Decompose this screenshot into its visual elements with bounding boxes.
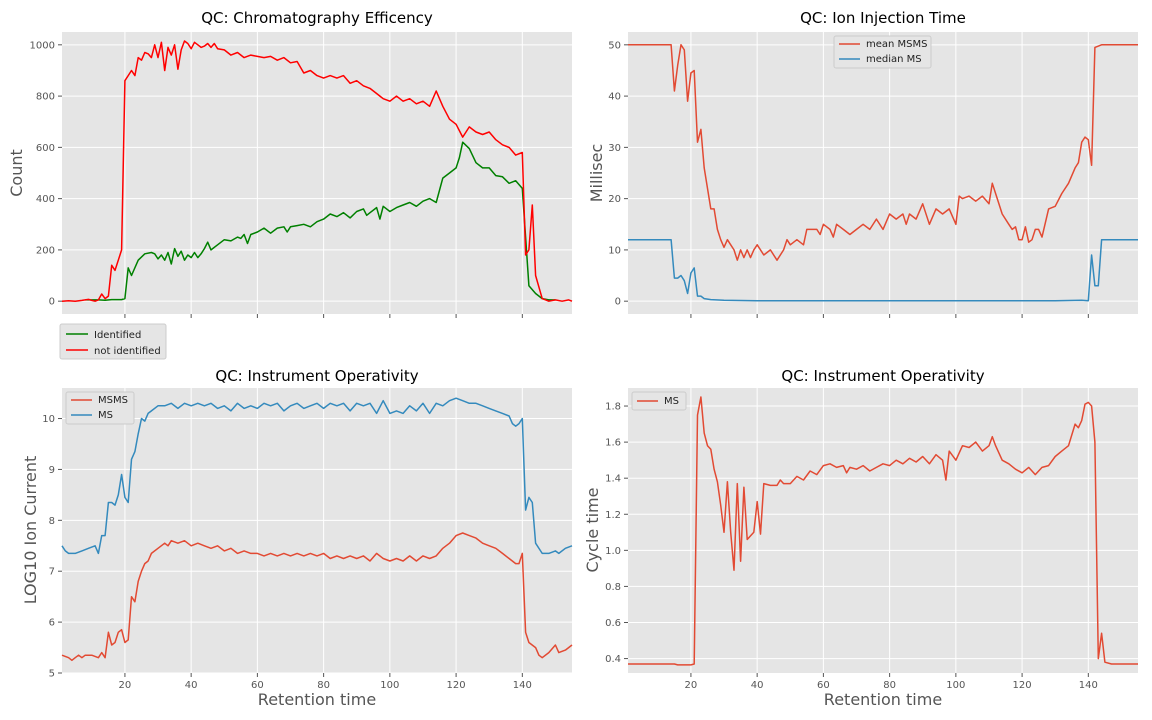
x-tick-label: 140 <box>513 680 532 691</box>
y-tick-label: 0.6 <box>605 618 621 629</box>
legend-label-msms: MSMS <box>98 395 128 406</box>
x-tick-label: 40 <box>185 680 198 691</box>
x-tick-label: 20 <box>119 680 132 691</box>
y-tick-label: 8 <box>49 516 55 527</box>
x-tick-label: 140 <box>1079 680 1098 691</box>
series-line-ms <box>628 396 1138 666</box>
x-axis-label: Retention time <box>258 690 376 709</box>
panel-ion-injection: QC: Ion Injection Time 0 10 20 30 40 50 Milli… <box>587 9 1138 318</box>
panel-chromatography: QC: Chromatography Efficency 0 200 400 600 8… <box>7 9 573 360</box>
series-line-mean-msms <box>628 44 1138 261</box>
legend-label-not-identified: not identified <box>94 346 161 357</box>
x-tick-label: 100 <box>946 680 965 691</box>
x-tick-label: 40 <box>751 680 764 691</box>
y-tick-label: 1.8 <box>605 402 621 413</box>
x-tick-label: 20 <box>685 680 698 691</box>
x-tick-label: 100 <box>380 680 399 691</box>
legend-label-mean-msms: mean MSMS <box>866 39 928 50</box>
legend-label-ms: MS <box>98 410 113 421</box>
y-tick-label: 10 <box>608 245 621 256</box>
y-tick-label: 1.2 <box>605 510 621 521</box>
plot-area <box>62 32 572 314</box>
y-axis-label: Millisec <box>587 144 606 203</box>
chart-title: QC: Instrument Operativity <box>781 367 984 385</box>
y-tick-label: 6 <box>49 618 55 629</box>
y-tick-label: 600 <box>36 143 55 154</box>
y-tick-label: 200 <box>36 245 55 256</box>
x-ticks: 20 40 60 80 100 120 140 <box>685 673 1098 691</box>
y-tick-label: 40 <box>608 92 621 103</box>
panel-cycle-time: QC: Instrument Operativity 0.4 0.6 0.8 1.0 1… <box>583 367 1138 709</box>
y-tick-label: 10 <box>42 414 55 425</box>
y-ticks: 0 200 400 600 800 1000 <box>30 40 62 308</box>
y-ticks: 0 10 20 30 40 50 <box>608 40 628 308</box>
x-axis-label: Retention time <box>824 690 942 709</box>
y-ticks: 5 6 7 8 9 10 <box>42 414 62 680</box>
chart-title: QC: Ion Injection Time <box>800 9 966 27</box>
series-line-ms <box>61 397 573 555</box>
x-tick-label: 60 <box>817 680 830 691</box>
series-line-msms <box>61 532 573 662</box>
panel-ion-current: QC: Instrument Operativity 5 6 7 8 9 10 20 40 6… <box>21 367 573 709</box>
y-tick-label: 9 <box>49 465 55 476</box>
y-tick-label: 1000 <box>30 40 55 51</box>
series-lines <box>61 397 573 662</box>
plot-area <box>628 388 1138 673</box>
series-line-identified <box>85 141 556 301</box>
y-tick-label: 20 <box>608 194 621 205</box>
y-tick-label: 0 <box>49 297 55 308</box>
x-ticks <box>124 314 523 318</box>
y-tick-label: 5 <box>49 669 55 680</box>
y-tick-label: 400 <box>36 194 55 205</box>
legend: MS <box>631 391 687 411</box>
y-tick-label: 1.6 <box>605 438 621 449</box>
y-tick-label: 0.8 <box>605 582 621 593</box>
x-tick-label: 80 <box>317 680 330 691</box>
x-ticks: 20 40 60 80 100 120 140 <box>119 673 532 691</box>
y-tick-label: 800 <box>36 92 55 103</box>
legend: Identified not identified <box>59 323 167 360</box>
series-line-median-ms <box>628 238 1138 302</box>
x-tick-label: 80 <box>883 680 896 691</box>
series-lines <box>628 396 1138 666</box>
x-tick-label: 60 <box>251 680 264 691</box>
series-lines <box>628 44 1138 302</box>
legend: mean MSMS median MS <box>833 35 932 69</box>
chart-title: QC: Instrument Operativity <box>215 367 418 385</box>
y-tick-label: 50 <box>608 40 621 51</box>
plot-area <box>62 388 572 673</box>
series-line-not-identified <box>61 40 573 302</box>
x-tick-label: 120 <box>1013 680 1032 691</box>
y-axis-label: Count <box>7 149 26 197</box>
y-tick-label: 30 <box>608 143 621 154</box>
y-tick-label: 0 <box>615 297 621 308</box>
legend-label-ms: MS <box>664 396 679 407</box>
legend-label-median-ms: median MS <box>866 54 922 65</box>
y-axis-label: Cycle time <box>583 488 602 573</box>
grid-lines <box>628 388 1138 673</box>
y-ticks: 0.4 0.6 0.8 1.0 1.2 1.4 1.6 1.8 <box>605 402 628 665</box>
x-ticks <box>690 314 1089 318</box>
x-tick-label: 120 <box>447 680 466 691</box>
plot-area <box>628 32 1138 314</box>
y-tick-label: 0.4 <box>605 654 621 665</box>
y-axis-label: LOG10 Ion Current <box>21 456 40 605</box>
y-tick-label: 7 <box>49 567 55 578</box>
legend: MSMS MS <box>65 391 135 425</box>
legend-box <box>631 391 687 411</box>
chart-title: QC: Chromatography Efficency <box>201 9 433 27</box>
y-tick-label: 1.4 <box>605 474 621 485</box>
legend-label-identified: Identified <box>94 330 141 341</box>
series-lines <box>61 40 573 302</box>
y-tick-label: 1.0 <box>605 546 621 557</box>
